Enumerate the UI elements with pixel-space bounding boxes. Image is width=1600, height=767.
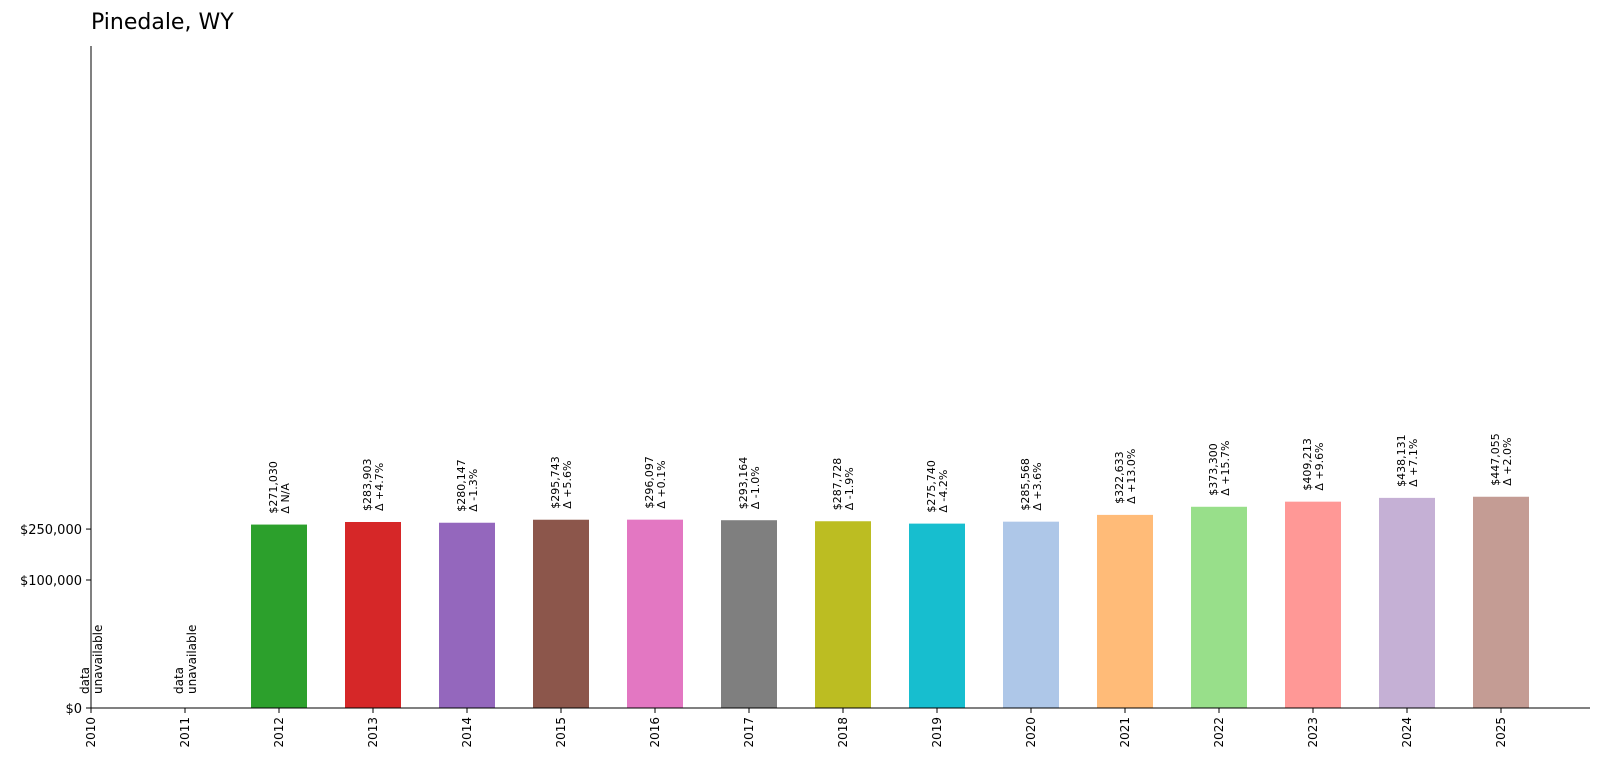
bar-2016 [627, 519, 683, 708]
x-tick-label-2021: 2021 [1118, 717, 1132, 748]
x-tick-label-2018: 2018 [836, 717, 850, 748]
value-label-2024: $438,131 [1395, 434, 1408, 487]
bar-2021 [1097, 514, 1153, 708]
bar-2025 [1473, 496, 1529, 708]
x-tick-label-2010: 2010 [84, 717, 98, 748]
x-tick-label-2022: 2022 [1212, 717, 1226, 748]
x-tick-label-2014: 2014 [460, 717, 474, 748]
value-label-2021: $322,633 [1113, 451, 1126, 504]
change-label-2018: Δ -1.9% [843, 467, 856, 510]
value-label-2015: $295,743 [549, 456, 562, 509]
change-label-2020: Δ +3.6% [1031, 462, 1044, 510]
value-label-2012: $271,030 [267, 461, 280, 514]
missing-label-2011: data [172, 667, 186, 694]
missing-label-2010: data [78, 667, 92, 694]
value-label-2018: $287,728 [831, 458, 844, 511]
x-tick-label-2023: 2023 [1306, 717, 1320, 748]
value-label-2023: $409,213 [1301, 438, 1314, 491]
change-label-2015: Δ +5.6% [561, 461, 574, 509]
axes-layer: 2010 2011 2012 2013 2014 2015 2016 2017 2018 2019… [20, 46, 1590, 748]
x-tick-label-2020: 2020 [1024, 717, 1038, 748]
x-tick-label-2019: 2019 [930, 717, 944, 748]
x-tick-label-2017: 2017 [742, 717, 756, 748]
value-label-2013: $283,903 [361, 458, 374, 511]
change-label-2024: Δ +7.1% [1407, 439, 1420, 487]
bar-2024 [1379, 497, 1435, 708]
y-tick-label: $100,000 [20, 574, 82, 589]
change-label-2014: Δ -1.3% [467, 469, 480, 512]
change-label-2021: Δ +13.0% [1125, 449, 1138, 504]
value-label-2017: $293,164 [737, 457, 750, 510]
x-tick-label-2015: 2015 [554, 717, 568, 748]
x-tick-label-2024: 2024 [1400, 717, 1414, 748]
y-tick-label: $0 [65, 702, 82, 717]
change-label-2022: Δ +15.7% [1219, 441, 1232, 496]
bar-2020 [1003, 521, 1059, 708]
change-label-2016: Δ +0.1% [655, 460, 668, 508]
bar-2018 [815, 521, 871, 708]
value-label-2025: $447,055 [1489, 433, 1502, 486]
change-label-2012: Δ N/A [279, 483, 292, 514]
change-label-2025: Δ +2.0% [1501, 438, 1514, 486]
x-tick-label-2016: 2016 [648, 717, 662, 748]
value-label-2019: $275,740 [925, 460, 938, 513]
x-tick-label-2013: 2013 [366, 717, 380, 748]
value-label-2014: $280,147 [455, 459, 468, 512]
x-tick-label-2011: 2011 [178, 717, 192, 748]
chart-title: Pinedale, WY [91, 10, 234, 35]
bar-2019 [909, 523, 965, 708]
missing-label-2010: unavailable [91, 625, 105, 694]
bar-2015 [533, 519, 589, 708]
bar-2017 [721, 520, 777, 708]
value-label-2016: $296,097 [643, 456, 656, 509]
bar-2023 [1285, 501, 1341, 708]
value-label-2020: $285,568 [1019, 458, 1032, 511]
bar-labels-layer: data unavailable data unavailable$271,030 Δ … [78, 433, 1514, 694]
x-tick-label-2012: 2012 [272, 717, 286, 748]
bars-layer [251, 496, 1529, 708]
x-tick-label-2025: 2025 [1494, 717, 1508, 748]
missing-label-2011: unavailable [185, 625, 199, 694]
bar-2013 [345, 521, 401, 708]
bar-2022 [1191, 506, 1247, 708]
bar-2014 [439, 522, 495, 708]
change-label-2013: Δ +4.7% [373, 463, 386, 511]
y-tick-label: $250,000 [20, 523, 82, 538]
change-label-2019: Δ -4.2% [937, 470, 950, 513]
bar-2012 [251, 524, 307, 708]
value-label-2022: $373,300 [1207, 443, 1220, 496]
change-label-2017: Δ -1.0% [749, 466, 762, 509]
change-label-2023: Δ +9.6% [1313, 442, 1326, 490]
